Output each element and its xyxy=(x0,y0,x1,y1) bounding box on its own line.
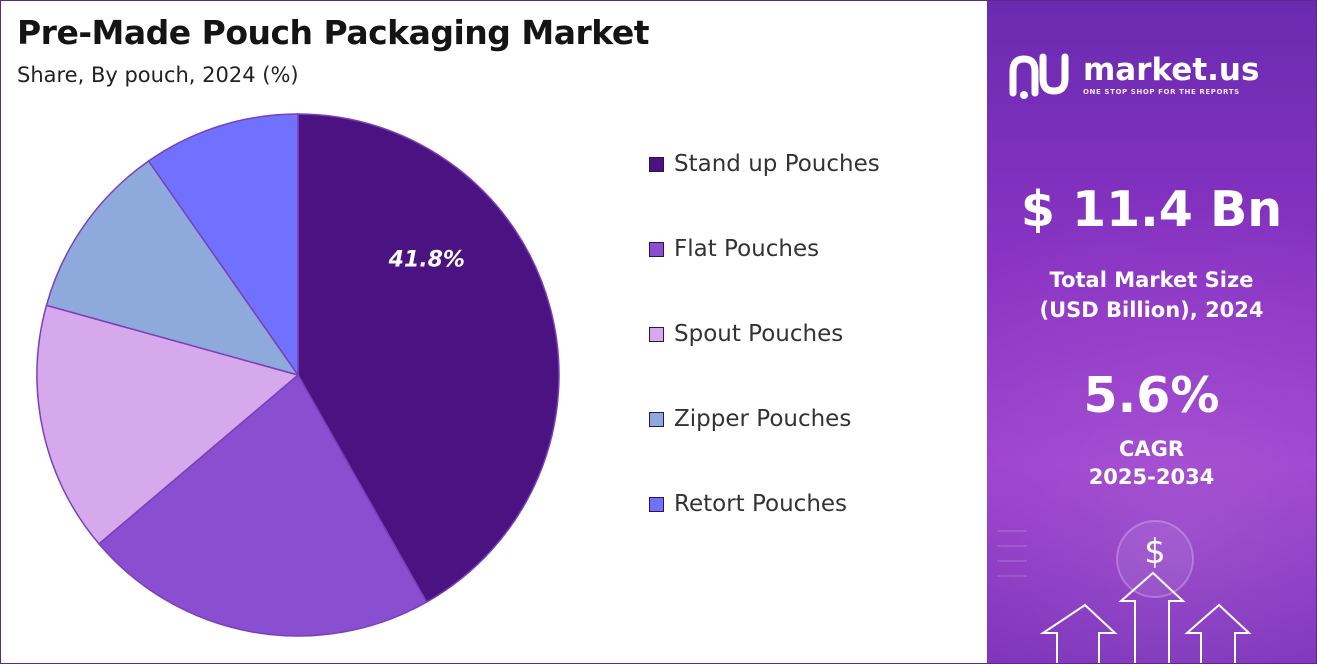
background-dots-decoration xyxy=(997,530,1027,577)
legend-swatch xyxy=(649,242,664,257)
cagr-value: 5.6% xyxy=(1083,367,1220,424)
coin-circle-icon xyxy=(1116,520,1194,598)
market-size-label-line1: Total Market Size xyxy=(1049,268,1254,292)
legend-label: Flat Pouches xyxy=(674,236,820,262)
cagr-label: CAGR 2025-2034 xyxy=(987,435,1316,491)
pie-slice-stand-up-pouches xyxy=(297,113,560,604)
legend-item: Flat Pouches xyxy=(649,232,880,317)
brand-logo-block: market.us ONE STOP SHOP FOR THE REPORTS xyxy=(1009,49,1259,101)
arrow-up-center-icon xyxy=(1118,571,1186,663)
market-us-logo-icon xyxy=(1009,53,1069,99)
legend-item: Zipper Pouches xyxy=(649,402,880,487)
chart-subtitle: Share, By pouch, 2024 (%) xyxy=(17,63,299,87)
brand-tagline: ONE STOP SHOP FOR THE REPORTS xyxy=(1083,88,1240,96)
growth-arrows-decoration: $ xyxy=(997,520,1252,663)
dollar-symbol-icon: $ xyxy=(1144,532,1166,572)
arrow-up-right-icon xyxy=(1184,603,1252,663)
pie-slice-flat-pouches xyxy=(97,373,428,637)
chart-legend: Stand up Pouches Flat Pouches Spout Pouche… xyxy=(649,147,880,572)
pie-chart: 41.8% xyxy=(36,113,560,637)
legend-swatch xyxy=(649,157,664,172)
legend-label: Spout Pouches xyxy=(674,321,844,347)
chart-title: Pre-Made Pouch Packaging Market xyxy=(17,13,650,52)
legend-item: Retort Pouches xyxy=(649,487,880,572)
cagr-label-line2: 2025-2034 xyxy=(1088,465,1215,489)
summary-panel: market.us ONE STOP SHOP FOR THE REPORTS … xyxy=(987,1,1316,663)
legend-label: Zipper Pouches xyxy=(674,406,852,432)
legend-swatch xyxy=(649,497,664,512)
legend-label: Stand up Pouches xyxy=(674,151,880,177)
legend-label: Retort Pouches xyxy=(674,491,848,517)
legend-item: Spout Pouches xyxy=(649,317,880,402)
legend-swatch xyxy=(649,327,664,342)
market-size-label-line2: (USD Billion), 2024 xyxy=(1039,298,1264,322)
legend-item: Stand up Pouches xyxy=(649,147,880,232)
market-size-value: $ 11.4 Bn xyxy=(1020,181,1283,238)
pie-slice-zipper-pouches xyxy=(45,159,300,377)
cagr-label-line1: CAGR xyxy=(1118,437,1185,461)
market-size-label: Total Market Size (USD Billion), 2024 xyxy=(987,265,1316,325)
arrow-up-left-icon xyxy=(1039,603,1118,663)
pie-data-label: 41.8% xyxy=(388,247,465,272)
pie-slice-retort-pouches xyxy=(147,113,299,378)
legend-swatch xyxy=(649,412,664,427)
chart-panel: Pre-Made Pouch Packaging Market Share, B… xyxy=(1,1,987,663)
pie-slice-spout-pouches xyxy=(36,304,300,545)
brand-name: market.us xyxy=(1083,52,1260,88)
